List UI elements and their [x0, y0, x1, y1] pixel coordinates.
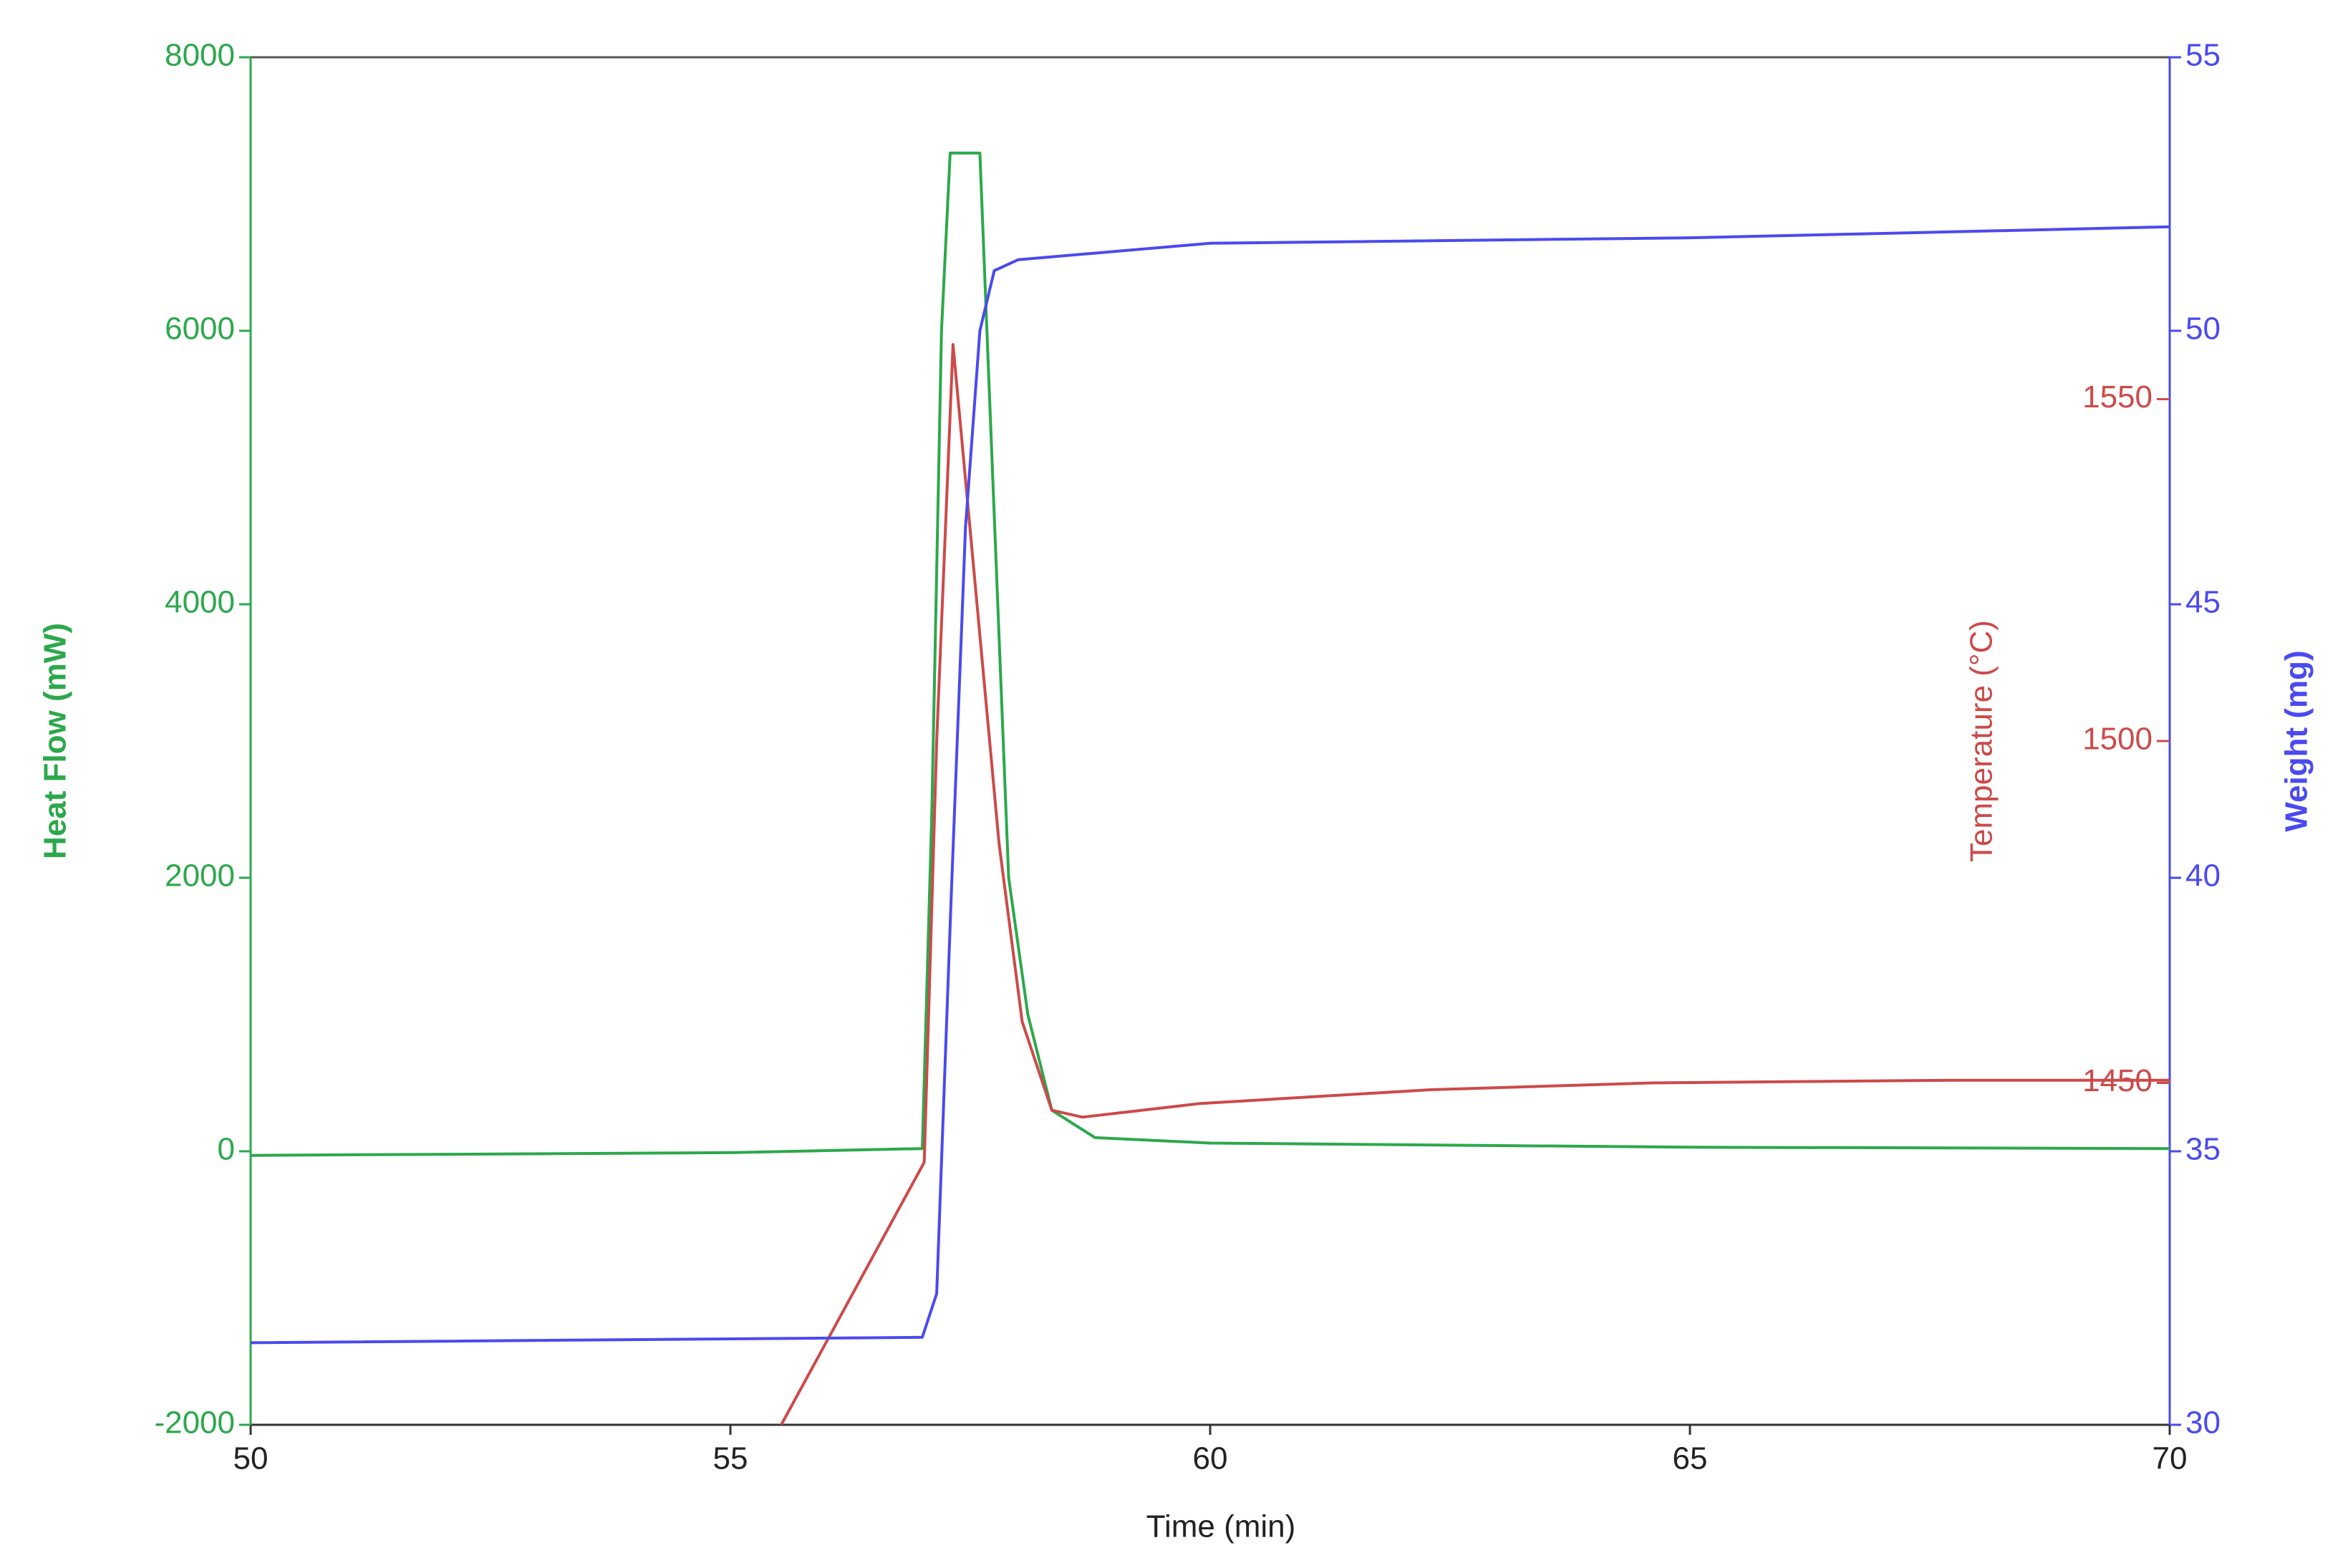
x-axis-label: Time (min) [1146, 1509, 1296, 1544]
data-line [780, 343, 2170, 1425]
y-tick-label: 4000 [165, 585, 235, 620]
plot-area [251, 151, 2170, 1425]
x-tick-label: 65 [1673, 1441, 1708, 1476]
x-tick-label: 50 [233, 1441, 269, 1476]
y2-axis-label: Temperature (°C) [1964, 620, 1999, 862]
y-axis-label: Heat Flow (mW) [38, 623, 73, 859]
y2-tick-label: 1550 [2082, 379, 2153, 415]
y3-tick-label: 30 [2185, 1405, 2221, 1441]
y-tick-label: 6000 [165, 311, 235, 347]
x-tick-label: 55 [713, 1441, 748, 1476]
y-tick-label: -2000 [154, 1405, 235, 1441]
y-tick-label: 0 [218, 1132, 235, 1167]
x-tick-label: 60 [1193, 1441, 1228, 1476]
y3-tick-label: 55 [2185, 38, 2221, 73]
y-tick-label: 2000 [165, 858, 235, 894]
y2-tick-label: 1500 [2082, 722, 2153, 757]
data-line [251, 225, 2170, 1345]
y3-tick-label: 35 [2185, 1132, 2221, 1167]
data-line [251, 151, 2170, 1157]
y-tick-label: 8000 [165, 38, 235, 73]
y3-tick-label: 40 [2185, 858, 2221, 894]
x-tick-label: 70 [2153, 1441, 2188, 1476]
y3-axis-label: Weight (mg) [2279, 650, 2314, 831]
y3-tick-label: 45 [2185, 585, 2221, 620]
y3-tick-label: 50 [2185, 311, 2221, 347]
